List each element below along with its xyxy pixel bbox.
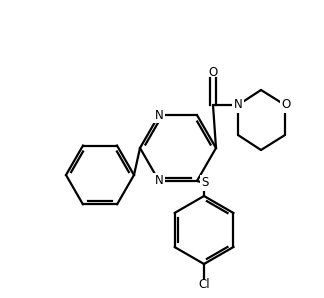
Text: S: S <box>201 176 209 190</box>
Text: O: O <box>208 66 218 80</box>
Text: Cl: Cl <box>198 279 210 291</box>
Text: N: N <box>155 174 163 187</box>
Text: O: O <box>281 99 291 111</box>
Text: N: N <box>234 99 242 111</box>
Text: N: N <box>155 108 163 122</box>
